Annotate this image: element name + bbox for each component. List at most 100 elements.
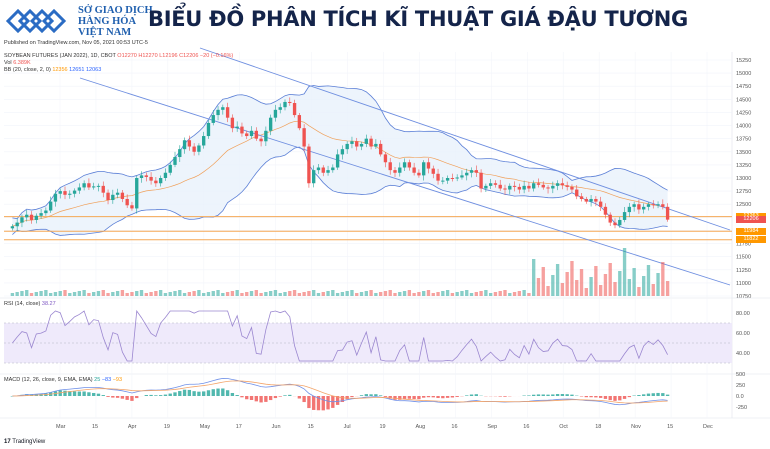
ohlc-low: L12196 [159, 53, 178, 59]
macd-histogram-bar [158, 395, 163, 396]
volume-bar [565, 272, 569, 296]
time-tick: Jul [344, 424, 351, 430]
volume-bar [312, 290, 316, 296]
price-tick: 13500 [736, 150, 751, 156]
candle-body [512, 185, 517, 187]
volume-bar [398, 292, 402, 296]
candle-body [646, 204, 651, 207]
price-tick: 11000 [736, 281, 751, 287]
candle-body [465, 172, 469, 176]
candle-body [316, 167, 321, 171]
candle-body [297, 115, 302, 129]
macd-histogram-bar [115, 396, 120, 398]
macd-histogram-bar [68, 391, 72, 396]
volume-bar [417, 292, 421, 296]
macd-histogram-bar [551, 394, 555, 396]
macd-histogram-bar [202, 391, 206, 396]
candle-body [522, 185, 526, 190]
time-tick: Mar [56, 424, 66, 430]
macd-histogram-bar [465, 395, 469, 396]
macd-histogram-bar [431, 396, 435, 398]
candle-body [264, 130, 268, 142]
volume-bar [627, 279, 632, 296]
macd-line-value: −83 [101, 377, 112, 383]
macd-histogram-bar [111, 396, 115, 398]
volume-bar [594, 266, 598, 296]
macd-histogram-bar [450, 396, 455, 398]
time-tick: 15 [92, 424, 98, 430]
candle-body [72, 190, 77, 194]
candle-body [584, 198, 588, 202]
macd-histogram-bar [455, 396, 459, 397]
candle-body [517, 186, 522, 190]
price-tick: 15250 [736, 58, 751, 64]
candle-body [642, 206, 646, 210]
candle-body [560, 183, 565, 186]
macd-histogram-bar [288, 394, 292, 396]
candle-body [44, 210, 48, 214]
macd-tick: 0.0 [736, 394, 744, 400]
volume-bar [646, 265, 651, 296]
macd-histogram-bar [412, 396, 416, 399]
candle-body [546, 187, 550, 189]
bb-lower-value: 12063 [85, 67, 102, 73]
macd-histogram-bar [546, 394, 550, 396]
macd-histogram-bar [173, 392, 177, 396]
volume-bar [288, 291, 292, 296]
macd-histogram-value: 25 [94, 377, 101, 383]
volume-bar [15, 292, 19, 296]
candle-body [106, 192, 110, 201]
candle-body [460, 175, 464, 178]
macd-histogram-bar [316, 396, 321, 411]
header: SỞ GIAO DỊCH HÀNG HÓA VIỆT NAM BIỂU ĐỒ P… [0, 0, 770, 40]
volume-bar [637, 287, 641, 296]
volume-bar [355, 293, 359, 296]
candle-body [369, 138, 373, 147]
tradingview-brand: 17 TradingView [4, 439, 45, 445]
candle-body [82, 183, 86, 188]
macd-histogram-bar [25, 394, 29, 396]
price-tick: 13000 [736, 176, 751, 182]
macd-histogram-bar [469, 394, 474, 396]
macd-histogram-bar [216, 388, 220, 396]
candle-body [603, 206, 608, 215]
volume-bar [374, 293, 378, 296]
macd-histogram-bar [130, 396, 134, 401]
time-tick: Aug [415, 424, 425, 430]
macd-histogram-bar [211, 389, 215, 396]
volume-bar [29, 293, 34, 296]
candle-body [374, 143, 378, 147]
candle-body [187, 140, 192, 147]
volume-bar [393, 293, 397, 296]
candle-body [412, 167, 416, 173]
candle-body [383, 154, 388, 163]
volume-bar [412, 293, 416, 296]
candle-body [532, 183, 536, 189]
candle-body [149, 176, 153, 181]
price-tick: 12500 [736, 202, 751, 208]
candle-body [340, 149, 345, 155]
macd-histogram-bar [82, 391, 86, 396]
price-tick: 14750 [736, 84, 751, 90]
macd-histogram-bar [618, 396, 622, 401]
macd-histogram-bar [661, 393, 665, 396]
volume-bar [431, 293, 435, 296]
candle-body [63, 191, 67, 195]
volume-bar [96, 291, 101, 296]
volume-bar [130, 292, 134, 296]
volume-label: Vol [4, 60, 12, 66]
candle-body [426, 162, 431, 169]
macd-histogram-bar [445, 396, 450, 398]
candle-body [288, 101, 292, 104]
ohlc-change: −20 (−0.16%) [199, 53, 234, 59]
candle-body [173, 157, 177, 165]
ohlc-close: C12206 [179, 53, 199, 59]
candle-body [312, 170, 316, 184]
candle-body [235, 126, 239, 129]
volume-bar [225, 292, 230, 296]
volume-bar [321, 292, 325, 296]
candle-body [536, 183, 541, 185]
volume-bar [206, 292, 211, 296]
candle-body [158, 178, 163, 184]
volume-bar [211, 291, 215, 296]
